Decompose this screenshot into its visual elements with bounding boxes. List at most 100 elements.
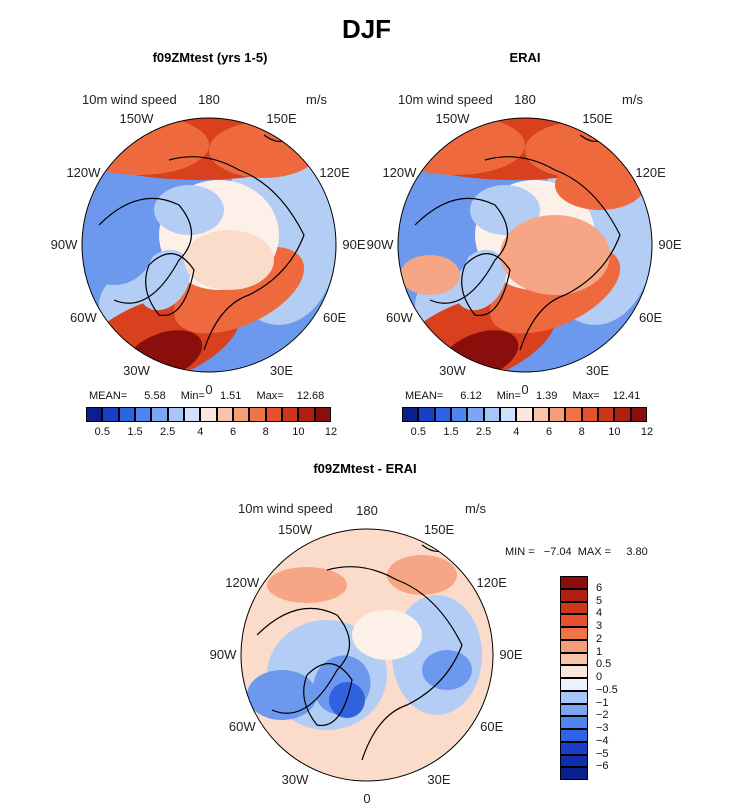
lon-label-60e: 60E: [638, 309, 663, 325]
coastline-north-america: [98, 197, 192, 304]
colorbar-tick-label: 2.5: [476, 426, 492, 438]
coastline-north-america: [256, 607, 350, 714]
units-label-model: m/s: [306, 92, 327, 107]
map-field-model: [82, 118, 336, 372]
colorbar-tick-label: 8: [262, 426, 269, 438]
field-patch: [267, 567, 347, 603]
lon-label-30e: 30E: [585, 362, 610, 378]
lon-label-120w: 120W: [382, 164, 417, 180]
colorbar-tick-label: −2: [596, 709, 609, 722]
field-patch: [387, 555, 457, 595]
colorbar-box: [402, 407, 419, 422]
colorbar-box: [560, 678, 588, 691]
lon-label-150e: 150E: [423, 522, 455, 538]
colorbar-box: [549, 407, 566, 422]
map-field-obs: [398, 118, 652, 372]
lon-label-180: 180: [356, 503, 378, 518]
field-patch: [555, 160, 645, 210]
canada-field: [82, 205, 154, 285]
lon-label-0: 0: [521, 382, 529, 397]
colorbar-box: [581, 407, 598, 422]
colorbar-tick-label: 4: [513, 426, 520, 438]
field-patch: [352, 610, 422, 660]
lon-label-90w: 90W: [50, 237, 78, 252]
colorbar-box: [560, 703, 588, 717]
min-label: Min=: [496, 390, 521, 402]
colorbar-tick-label: 2.5: [160, 426, 176, 438]
colorbar-box: [500, 407, 517, 422]
colorbar-box: [560, 601, 588, 615]
map-boundary-diff: [240, 528, 494, 782]
diff-min-max: MIN = −7.04 MAX = 3.80: [505, 546, 648, 558]
coastline-eurasia: [168, 156, 305, 351]
colorbar-box: [314, 407, 331, 422]
lon-label-30e: 30E: [427, 771, 451, 787]
colorbar-box: [467, 407, 484, 422]
colorbar-box: [598, 407, 615, 422]
max-value: 12.41: [612, 390, 641, 402]
colorbar-box: [167, 407, 184, 422]
lon-label-180: 180: [198, 92, 220, 107]
colorbar-tick-label: 6: [545, 426, 553, 438]
colorbar-tick-label: −3: [596, 722, 609, 734]
field-patch: [500, 215, 610, 295]
coastline-greenland: [303, 663, 353, 727]
mean-label: MEAN=: [89, 390, 128, 402]
map-field-diff: [241, 529, 493, 781]
colorbar-box: [560, 627, 588, 640]
colorbar-tick-label: 10: [608, 426, 621, 438]
lon-label-150e: 150E: [266, 111, 297, 127]
colorbar-box: [233, 407, 250, 422]
lon-label-90e: 90E: [658, 237, 682, 252]
stats-model: MEAN= 5.58 Min= 1.51 Max= 12.68: [89, 390, 324, 402]
colorbar-tick-label: 8: [578, 426, 585, 438]
colorbar-box: [282, 407, 299, 422]
colorbar-tick-label: 1: [596, 645, 603, 658]
max-value: 12.68: [296, 390, 325, 402]
colorbar-tick-label: −4: [596, 734, 609, 747]
lon-label-0: 0: [363, 791, 371, 806]
lon-label-30w: 30W: [281, 771, 309, 787]
lon-label-150e: 150E: [582, 111, 613, 127]
colorbar-box: [434, 407, 451, 422]
min-value: 1.51: [219, 390, 242, 402]
colorbar-box: [560, 652, 588, 666]
colorbar-box: [200, 407, 217, 422]
panel-title-model: f09ZMtest (yrs 1-5): [152, 50, 268, 65]
field-patch: [154, 185, 224, 235]
lon-label-60w: 60W: [386, 309, 413, 325]
colorbar-tick-label: 5: [596, 594, 603, 607]
coastline-greenland: [461, 253, 511, 317]
colorbar-tick-label: 4: [197, 426, 204, 438]
field-patch: [470, 185, 540, 235]
lon-label-90w: 90W: [366, 237, 394, 252]
coastline-eurasia: [326, 566, 463, 761]
lon-label-90e: 90E: [499, 647, 523, 662]
colorbar-box: [418, 407, 435, 422]
colorbar-box: [614, 407, 631, 422]
variable-label-model: 10m wind speed: [82, 92, 177, 107]
lon-label-120e: 120E: [319, 164, 350, 180]
colorbar-tick-label: 2: [596, 632, 603, 645]
colorbar-box: [151, 407, 168, 422]
colorbar-tick-label: 10: [292, 426, 305, 438]
colorbar-box: [451, 407, 468, 422]
lon-label-120w: 120W: [66, 164, 101, 180]
colorbar-box: [249, 407, 266, 422]
lon-label-60e: 60E: [322, 309, 347, 325]
colorbar-box: [298, 407, 315, 422]
lon-label-30e: 30E: [269, 362, 294, 378]
colorbar-tick-label: 6: [596, 581, 603, 594]
colorbar-box: [565, 407, 582, 422]
colorbar-box: [516, 407, 533, 422]
colorbar-tick-label: 4: [596, 607, 603, 620]
coastline-greenland: [145, 253, 195, 317]
colorbar-box: [560, 639, 588, 653]
colorbar-tick-label: 0.5: [410, 426, 426, 438]
panel-title-obs: ERAI: [509, 50, 541, 65]
units-label-diff: m/s: [465, 501, 486, 516]
figure-title: DJF: [341, 14, 392, 44]
colorbar-box: [86, 407, 103, 422]
field-patch: [247, 670, 317, 720]
